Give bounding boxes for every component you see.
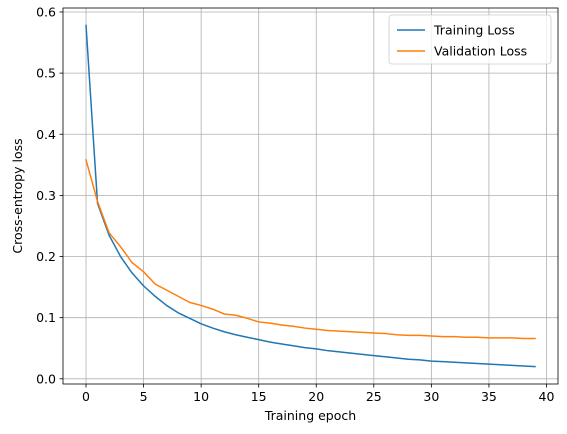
y-tick-label: 0.6 (36, 4, 56, 19)
x-tick-label: 10 (193, 389, 209, 404)
x-tick-label: 5 (140, 389, 148, 404)
x-tick-label: 20 (308, 389, 324, 404)
x-tick-label: 15 (251, 389, 267, 404)
y-tick-label: 0.5 (36, 66, 56, 81)
y-tick-label: 0.3 (36, 188, 56, 203)
y-tick-label: 0.4 (36, 127, 56, 142)
legend-box (388, 14, 552, 65)
x-tick-label: 40 (539, 389, 555, 404)
series-line-training-loss (85, 24, 536, 368)
x-tick-label: 0 (82, 389, 90, 404)
grid-lines (63, 8, 558, 384)
legend-label: Validation Loss (434, 44, 527, 59)
y-tick-label: 0.0 (36, 371, 56, 386)
plot-frame (62, 7, 559, 385)
legend: Training Loss Validation Loss (388, 14, 552, 65)
series-line-validation-loss (85, 159, 536, 340)
x-tick-label: 25 (366, 389, 382, 404)
y-tick-label: 0.2 (36, 249, 56, 264)
axis-ticks: 0 5 10 15 20 25 30 35 40 0.0 0.1 0.2 0.3 0.4 0.5 0.6 (36, 4, 554, 404)
legend-label: Training Loss (433, 23, 515, 38)
y-tick-label: 0.1 (36, 310, 56, 325)
x-tick-label: 30 (423, 389, 439, 404)
y-axis-label: Cross-entropy loss (10, 138, 25, 253)
x-tick-label: 35 (481, 389, 497, 404)
x-axis-label: Training epoch (264, 408, 356, 423)
series-layer (85, 24, 536, 368)
